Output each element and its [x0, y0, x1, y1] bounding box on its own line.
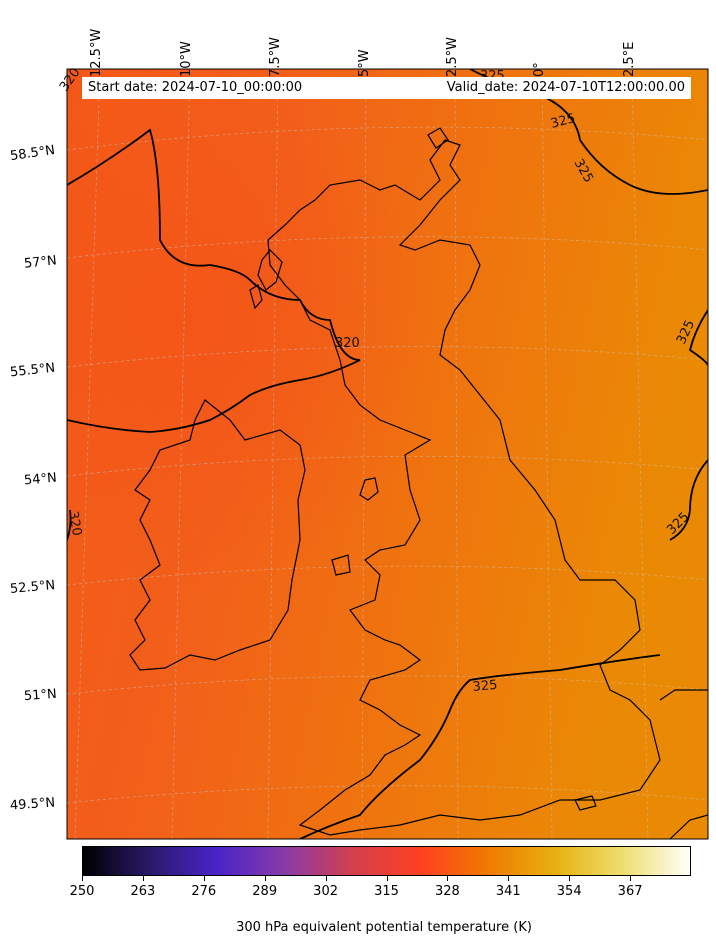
- colorbar-title: 300 hPa equivalent potential temperature…: [236, 920, 532, 935]
- colorbar-tick-label: 263: [130, 884, 156, 899]
- contour-320-left: [67, 509, 72, 541]
- colorbar-tick-label: 302: [313, 884, 339, 899]
- colorbar-tick-label: 328: [434, 884, 460, 899]
- lon-label: 0°: [532, 62, 547, 77]
- colorbar-tick-label: 341: [495, 884, 521, 899]
- contour-label: 320: [335, 336, 360, 351]
- colorbar-tick: [386, 876, 388, 881]
- colorbar-tick: [630, 876, 632, 881]
- colorbar: [82, 846, 691, 876]
- contour-lines: [67, 69, 708, 839]
- date-header: Start date: 2024-07-10_00:00:00 Valid_da…: [82, 77, 691, 99]
- contour-325-se: [669, 459, 708, 541]
- lon-label: 5°W: [357, 49, 372, 77]
- lon-label: 7.5°W: [268, 36, 283, 77]
- graticule: [67, 69, 708, 839]
- start-date: Start date: 2024-07-10_00:00:00: [88, 80, 303, 95]
- contour-320-west: [67, 128, 361, 433]
- lon-label: 2.5°E: [622, 41, 637, 77]
- contour-325-east: [688, 309, 708, 366]
- colorbar-tick: [203, 876, 205, 881]
- colorbar-tick: [569, 876, 571, 881]
- colorbar-tick: [325, 876, 327, 881]
- colorbar-tick: [447, 876, 449, 881]
- colorbar-tick: [508, 876, 510, 881]
- lat-label: 54°N: [23, 470, 58, 489]
- lat-label: 49.5°N: [9, 795, 56, 814]
- colorbar-tick-label: 276: [191, 884, 217, 899]
- coastlines: [129, 127, 708, 839]
- colorbar-tick: [142, 876, 144, 881]
- lon-label: 12.5°W: [89, 28, 104, 77]
- contour-label: 325: [472, 678, 498, 695]
- lon-label: 2.5°W: [445, 36, 460, 77]
- great-britain-coast: [267, 139, 661, 836]
- map-frame: [66, 68, 709, 840]
- colorbar-tick-label: 315: [374, 884, 399, 899]
- colorbar-tick-label: 354: [556, 884, 582, 899]
- lat-label: 51°N: [23, 686, 58, 705]
- colorbar-tick-label: 289: [252, 884, 278, 899]
- colorbar-tick: [264, 876, 266, 881]
- lon-label: 10°W: [179, 41, 194, 77]
- contour-label: 320: [65, 510, 84, 537]
- contour-325-south: [299, 654, 661, 839]
- valid-date: Valid_date: 2024-07-10T12:00:00.00: [446, 80, 685, 95]
- contour-label: 325: [549, 111, 577, 132]
- colorbar-tick-label: 250: [69, 884, 95, 899]
- colorbar-tick: [82, 876, 83, 881]
- colorbar-tick-label: 367: [617, 884, 643, 899]
- ireland-coast: [129, 399, 306, 671]
